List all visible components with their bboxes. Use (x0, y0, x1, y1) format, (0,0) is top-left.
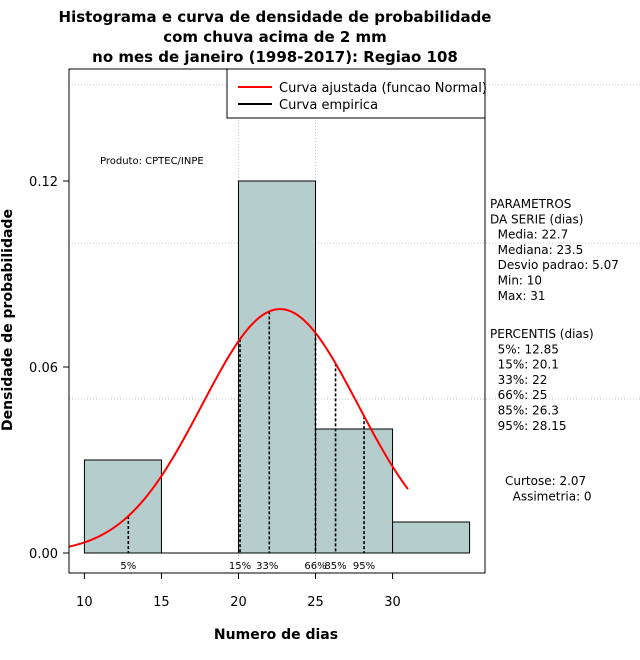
histogram-bar (315, 428, 394, 554)
percentile-label: 95% (353, 561, 375, 572)
percentile-label: 33% (256, 561, 278, 572)
y-tick-label: 0.06 (29, 361, 58, 376)
parameter-line: PARAMETROS (490, 197, 571, 211)
percentile-stat-line: 85%: 26.3 (490, 404, 559, 418)
percentile-stat-line: 5%: 12.85 (490, 342, 559, 356)
percentile-label: 85% (324, 561, 346, 572)
y-tick-label: 0.00 (29, 547, 58, 562)
percentile-stat-line: 15%: 20.1 (490, 358, 559, 372)
histogram-bar (83, 459, 162, 554)
percentile-stat-line: PERCENTIS (dias) (490, 327, 594, 341)
percentile-label: 5% (120, 561, 136, 572)
chart-title: Histograma e curva de densidade de proba… (59, 8, 492, 66)
histogram-bar (392, 521, 471, 554)
percentile-label: 66% (304, 561, 326, 572)
title-line: no mes de janeiro (1998-2017): Regiao 10… (92, 48, 458, 66)
percentile-lines: 5% 15% 33% 66%85% 95% (120, 311, 375, 572)
shape-stat-line: Curtose: 2.07 (505, 474, 586, 488)
percentile-stat-line: 95%: 28.15 (490, 419, 567, 433)
parameter-line: DA SERIE (dias) (490, 212, 583, 226)
percentile-stat-line: 66%: 25 (490, 388, 547, 402)
x-tick-label: 20 (230, 595, 247, 610)
parameter-line: Media: 22.7 (490, 228, 568, 242)
y-axis-title: Densidade de probabilidade (0, 209, 16, 431)
normal-curve (68, 308, 409, 548)
legend-label: Curva empirica (279, 98, 378, 113)
x-tick-label: 10 (76, 595, 93, 610)
parameter-line: Desvio padrao: 5.07 (490, 258, 619, 272)
shape-stat-line: Assimetria: 0 (505, 489, 592, 503)
parameter-line: Min: 10 (490, 274, 542, 288)
parameter-line: Max: 31 (490, 289, 546, 303)
x-axis: 10 15 20 25 30 (76, 572, 401, 610)
title-line: com chuva acima de 2 mm (163, 28, 387, 46)
x-axis-title: Numero de dias (214, 627, 338, 643)
percentile-label: 15% (229, 561, 251, 572)
legend-label: Curva ajustada (funcao Normal) (279, 81, 487, 96)
percentile-stat-line: 33%: 22 (490, 373, 547, 387)
y-axis: 0.00 0.06 0.12 (29, 175, 70, 562)
x-tick-label: 30 (384, 595, 401, 610)
parameter-line: Mediana: 23.5 (490, 243, 583, 257)
y-tick-label: 0.12 (29, 175, 58, 190)
legend-box (226, 68, 486, 119)
histogram-bar (237, 180, 317, 554)
histogram-bars (83, 180, 471, 554)
fitted-normal-curve (68, 308, 409, 548)
product-annotation: Produto: CPTEC/INPE (100, 156, 204, 167)
x-tick-label: 15 (153, 595, 170, 610)
x-tick-label: 25 (307, 595, 324, 610)
legend: Curva ajustada (funcao Normal) Curva empi… (226, 68, 487, 119)
title-line: Histograma e curva de densidade de proba… (59, 8, 492, 26)
